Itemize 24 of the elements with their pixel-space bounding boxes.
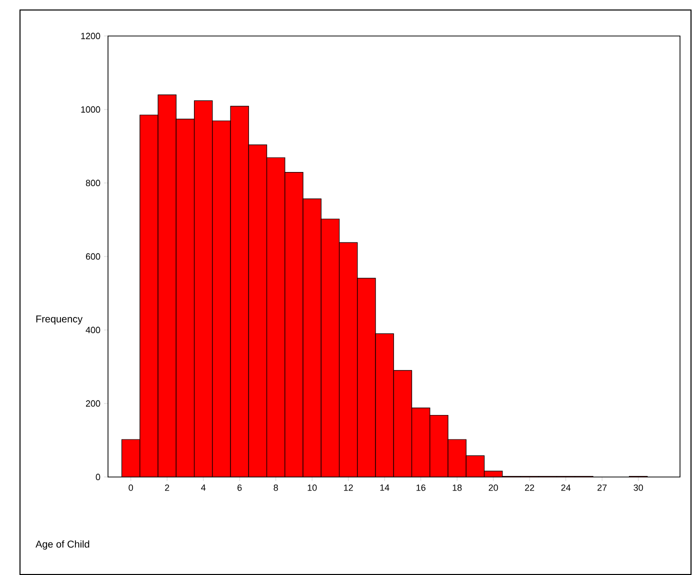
x-tick-label: 10 [308, 484, 317, 491]
x-tick-label: 8 [274, 484, 278, 491]
y-tick-label: 800 [86, 180, 100, 186]
x-tick-label: 6 [238, 484, 242, 491]
y-tick-label: 600 [86, 253, 100, 260]
x-tick-label: 27 [598, 484, 607, 491]
x-tick-label: 0 [128, 484, 133, 491]
x-tick-label: 4 [201, 484, 206, 491]
x-tick-label: 20 [488, 484, 498, 491]
y-axis-title: Frequency [36, 316, 83, 324]
y-tick-label: 0 [96, 474, 100, 480]
y-tick-label: 1200 [81, 32, 100, 40]
x-tick-label: 16 [416, 484, 426, 491]
x-tick-label: 22 [525, 484, 534, 491]
y-tick-label: 200 [86, 400, 100, 407]
y-tick-label: 400 [86, 326, 100, 334]
x-tick-label: 30 [634, 484, 643, 491]
x-tick-label: 12 [344, 484, 353, 491]
y-tick-label: 1000 [81, 106, 100, 113]
x-tick-label: 2 [165, 484, 170, 491]
x-axis-title: Age of Child [36, 540, 90, 550]
x-tick-label: 14 [380, 484, 390, 491]
x-tick-label: 18 [452, 484, 462, 491]
x-tick-label: 24 [561, 484, 571, 491]
